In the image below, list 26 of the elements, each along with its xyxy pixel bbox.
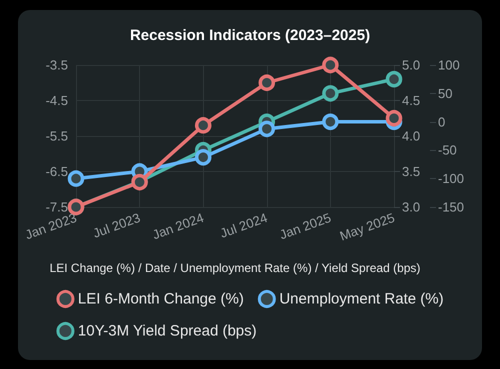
legend-label: LEI 6-Month Change (%) — [78, 290, 244, 308]
y3-tick-label: 100 — [438, 58, 460, 72]
chart-title: Recession Indicators (2023–2025) — [130, 27, 370, 44]
y2-tick-label: 4.0 — [402, 128, 420, 144]
y-tick-label: -5.5 — [46, 128, 68, 144]
y3-tick-label: -150 — [438, 200, 464, 214]
y-tick-label: -3.5 — [46, 58, 68, 72]
x-tick-label: May 2025 — [338, 210, 397, 244]
y-tick-label: -4.5 — [46, 93, 68, 108]
x-tick-label: Jan 2024 — [150, 210, 206, 242]
legend-label: 10Y-3M Yield Spread (bps) — [78, 322, 257, 340]
x-tick-label: Jul 2024 — [218, 210, 270, 241]
x-tick-label: Jan 2025 — [278, 210, 333, 242]
y2-tick-label: 3.5 — [402, 164, 420, 179]
y3-tick-label: -100 — [438, 171, 464, 186]
y3-tick-label: -50 — [438, 142, 457, 158]
y3-tick-label: 0 — [438, 114, 446, 130]
x-tick-label: Jul 2023 — [90, 210, 142, 241]
y2-tick-label: 5.0 — [402, 58, 420, 72]
legend-label: Unemployment Rate (%) — [279, 290, 444, 308]
y-tick-label: -7.5 — [46, 200, 68, 214]
y2-tick-label: 4.5 — [402, 93, 420, 108]
y-tick-label: -6.5 — [46, 164, 68, 179]
y3-tick-label: 50 — [438, 86, 452, 101]
x-axis-title: LEI Change (%) / Date / Unemployment Rate (%) / Yield Spread (bps) — [50, 261, 420, 275]
y2-tick-label: 3.0 — [402, 200, 420, 214]
